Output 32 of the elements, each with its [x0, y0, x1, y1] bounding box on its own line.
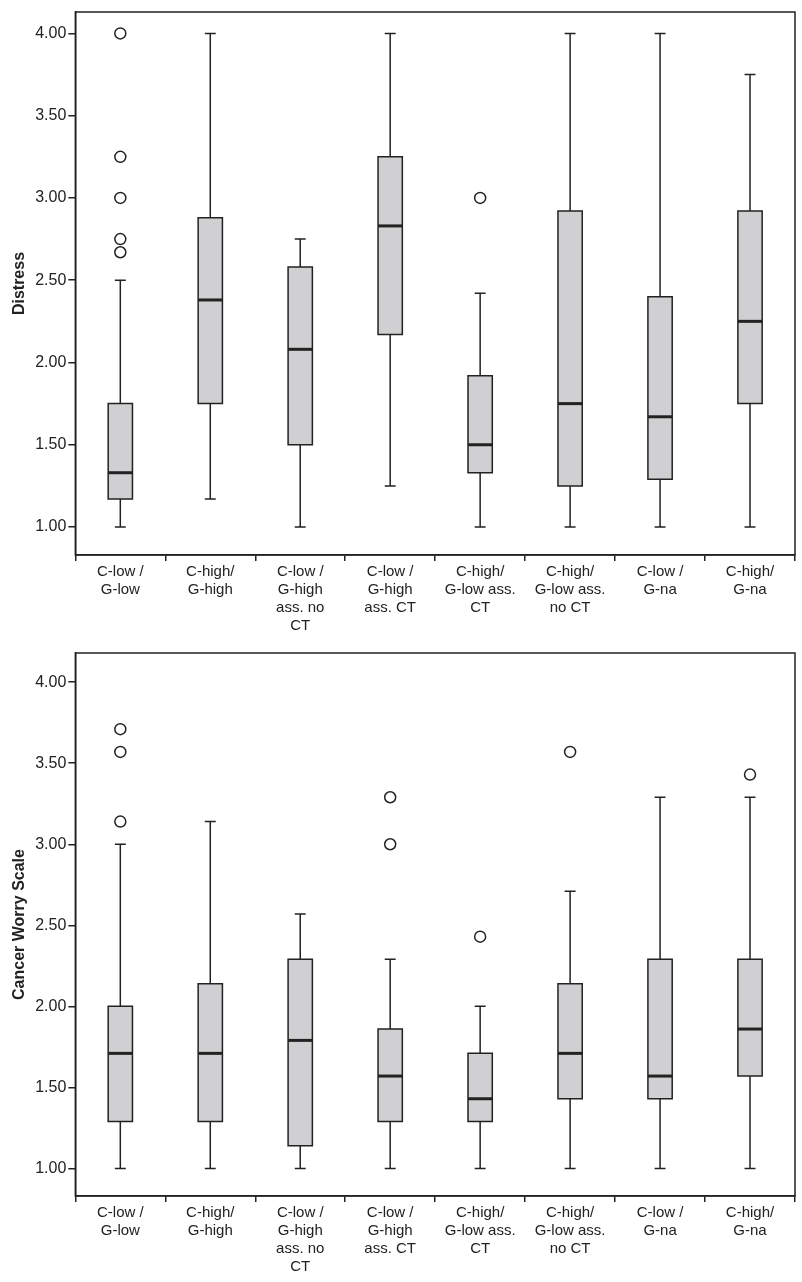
y-tick-label: 4.00 — [35, 23, 67, 41]
x-tick-label: C-high/ G-low ass. no CT — [534, 562, 606, 616]
y-tick-label: 3.50 — [35, 753, 67, 771]
x-tick-label: C-low / G-low — [96, 562, 145, 598]
x-tick-label: C-high/ G-high — [186, 562, 236, 598]
x-tick-label: C-high/ G-na — [725, 1203, 776, 1239]
y-tick-label: 2.50 — [35, 270, 67, 288]
y-tick-label: 1.00 — [35, 517, 67, 535]
x-tick-label: C-low / G-high ass. CT — [364, 1203, 417, 1257]
x-tick-label: C-high/ G-low ass. CT — [444, 562, 516, 616]
x-tick-label: C-low / G-high ass. no CT — [276, 562, 325, 634]
y-tick-label: 1.50 — [35, 435, 67, 453]
y-tick-label: 4.00 — [35, 672, 67, 690]
x-tick-label: C-low / G-na — [636, 562, 685, 598]
x-tick-label: C-low / G-high ass. no CT — [276, 1203, 325, 1275]
y-tick-label: 3.00 — [35, 834, 67, 852]
x-tick-label: C-low / G-low — [96, 1203, 145, 1239]
x-tick-label: C-low / G-na — [636, 1203, 685, 1239]
y-tick-label: 2.00 — [35, 996, 67, 1014]
x-tick-label: C-high/ G-na — [725, 562, 776, 598]
y-tick-label: 2.00 — [35, 352, 67, 370]
y-tick-label: 2.50 — [35, 915, 67, 933]
y-axis-title: Cancer Worry Scale — [10, 848, 28, 1000]
y-tick-label: 1.00 — [35, 1158, 67, 1176]
y-tick-label: 3.50 — [35, 106, 67, 124]
x-tick-label: C-high/ G-low ass. no CT — [534, 1203, 606, 1257]
x-tick-label: C-low / G-high ass. CT — [364, 562, 417, 616]
x-tick-label: C-high/ G-low ass. CT — [444, 1203, 516, 1257]
y-axis-title: Distress — [10, 251, 28, 316]
x-tick-label: C-high/ G-high — [186, 1203, 236, 1239]
y-tick-label: 1.50 — [35, 1077, 67, 1095]
y-tick-label: 3.00 — [35, 188, 67, 206]
